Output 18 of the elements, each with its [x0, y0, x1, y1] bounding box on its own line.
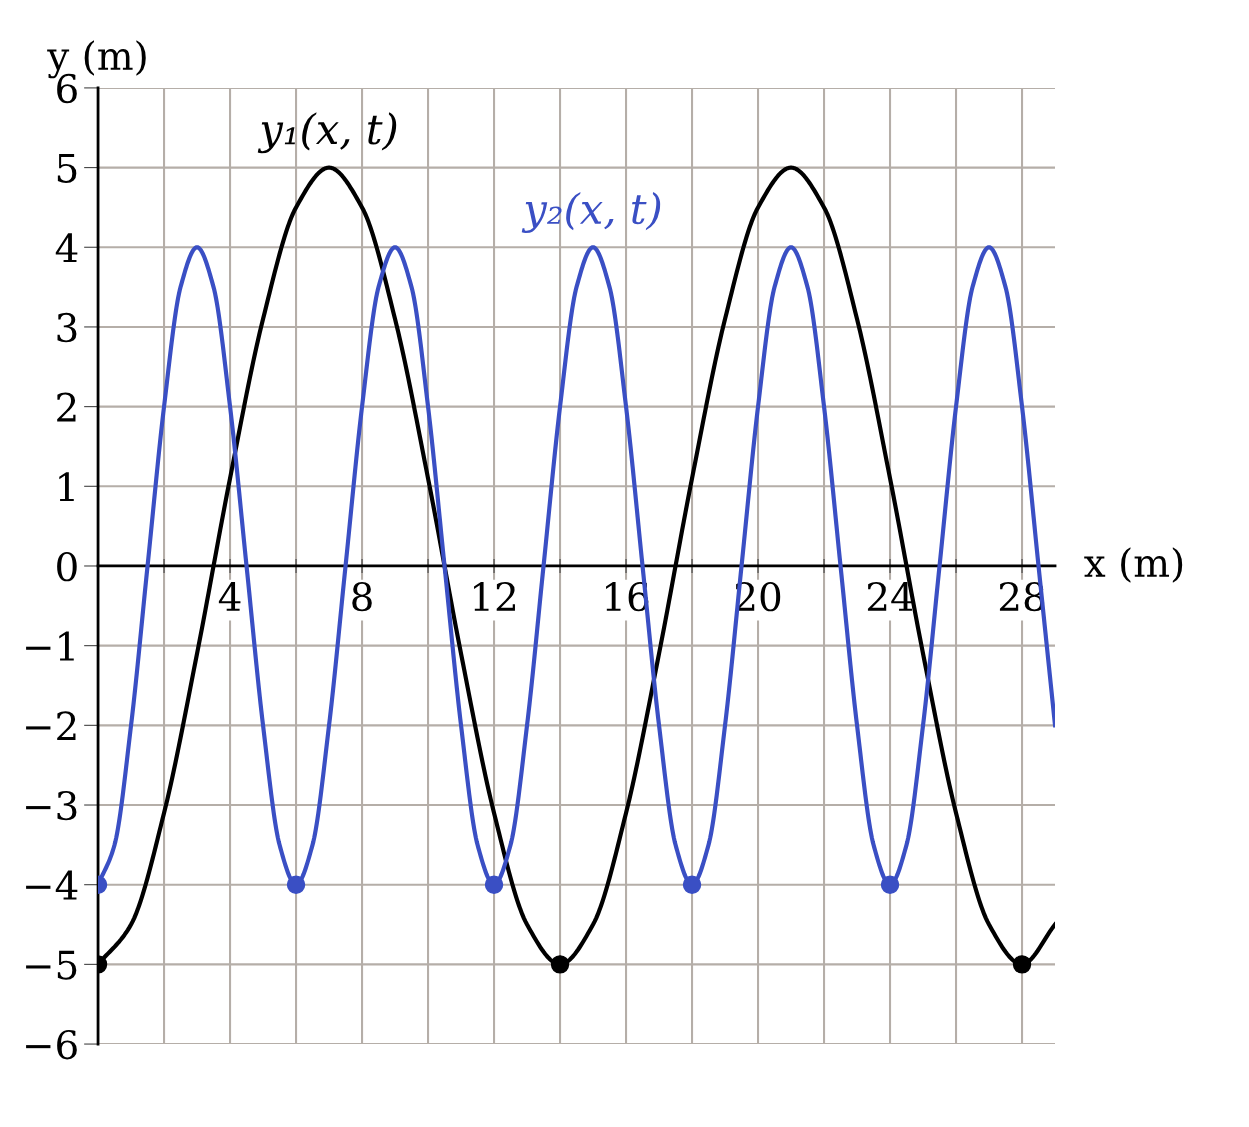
y-tick-label: 2: [57, 392, 76, 422]
x-axis-title: x (m): [1084, 547, 1183, 583]
x-tick-label: 4: [218, 581, 241, 611]
y-tick-label: 1: [59, 472, 74, 502]
y-tick-label: 5: [57, 154, 77, 183]
series-label: y₁(x, t): [257, 112, 397, 154]
x-tick-label: 8: [352, 581, 372, 612]
x-tick-label: 12: [474, 581, 515, 611]
y-tick-label: −2: [26, 711, 76, 741]
y-tick-label: −1: [26, 631, 74, 661]
y-tick-label: 3: [57, 312, 77, 343]
y-tick-label: −5: [26, 950, 77, 980]
y-tick-label: −6: [26, 1029, 77, 1060]
y-tick-label: 4: [55, 233, 78, 263]
y-tick-label: 0: [57, 551, 77, 582]
series-label: y₂(x, t): [521, 192, 661, 233]
y-tick-label: −3: [26, 790, 77, 821]
y-tick-label: −4: [26, 870, 78, 900]
